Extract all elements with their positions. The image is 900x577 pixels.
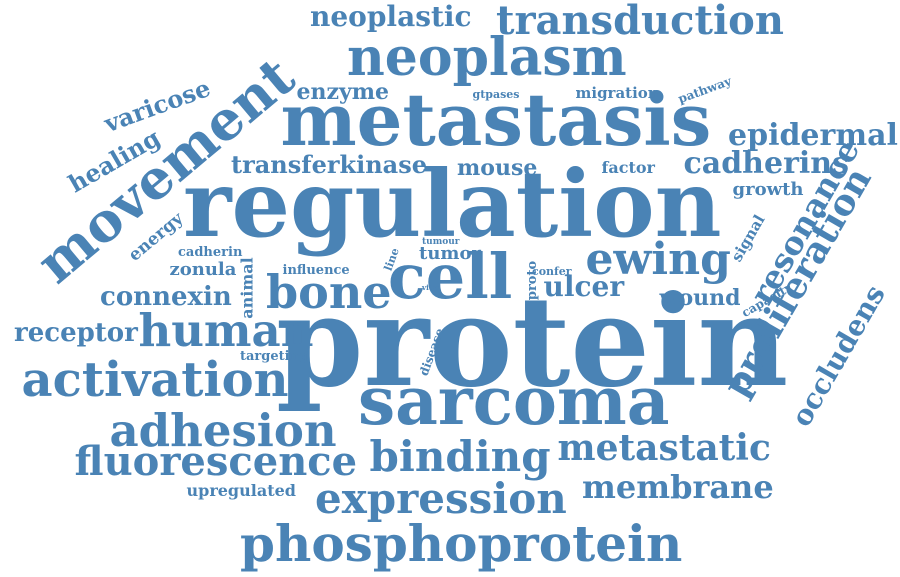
word-growth: growth [733,181,804,199]
word-fluorescence: fluorescence [75,442,358,482]
word-sarcoma: sarcoma [358,368,670,434]
word-animal: animal [239,257,255,318]
word-confer: confer [532,266,572,277]
word-signal: signal [729,212,767,264]
word-connexin: connexin [100,284,232,310]
word-tumor: tumor [419,245,481,263]
word-influence: influence [283,264,350,277]
word-tumour: tumour [422,238,460,247]
word-receptor: receptor [14,320,138,346]
word-enzyme: enzyme [297,81,390,103]
word-metastatic: metastatic [558,430,771,466]
word-transferkinase: transferkinase [231,153,427,177]
word-gtpases: gtpases [473,89,520,100]
word-membrane: membrane [582,471,774,503]
word-cadherin: cadherin [178,246,242,259]
word-zonula: zonula [170,261,237,279]
word-phosphoprotein: phosphoprotein [240,519,682,569]
word-transduction: transduction [496,1,784,41]
word-migration: migration [576,86,659,101]
word-factor: factor [602,160,655,176]
word-cadherins: cadherins [684,149,849,179]
word-vitro: vitro [422,284,440,291]
word-neoplastic: neoplastic [310,3,472,31]
word-wound: wound [660,287,741,309]
word-upregulated: upregulated [187,483,296,499]
word-binding: binding [370,436,551,478]
word-mouse: mouse [457,157,537,179]
word-targeting: targeting [240,350,308,363]
